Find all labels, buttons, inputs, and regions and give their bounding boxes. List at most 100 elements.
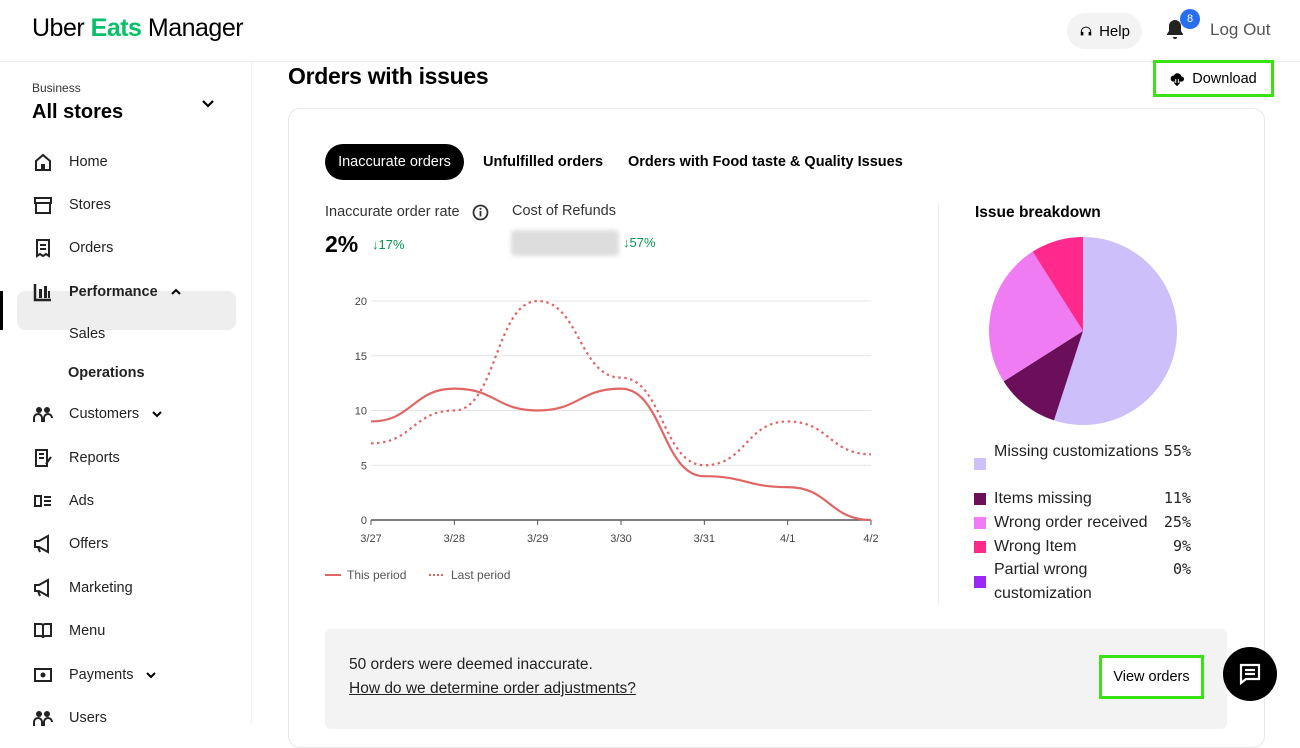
- sidebar-item-ads[interactable]: Ads: [32, 486, 94, 516]
- chevron-down-icon: [152, 411, 162, 418]
- y-tick-label: 0: [361, 515, 367, 527]
- series-line-this-period: [370, 387, 872, 522]
- x-tick-label: 3/30: [610, 533, 631, 545]
- legend-pct: 55%: [1163, 442, 1191, 460]
- sidebar-item-label: Payments: [69, 667, 134, 683]
- sidebar-item-marketing[interactable]: Marketing: [32, 573, 133, 603]
- legend-pct: 9%: [1172, 537, 1191, 555]
- pie-slice-missing-customizations: [1053, 237, 1177, 425]
- notification-badge: 8: [1180, 9, 1200, 29]
- chevron-down-icon: [146, 672, 157, 679]
- line-chart: 0 5 10 15 20 3/27 3/28 3/29 3/30 3/31 4/1 4/2: [355, 296, 879, 545]
- ads-icon: [32, 490, 54, 512]
- sidebar-item-orders[interactable]: Orders: [32, 233, 113, 263]
- sidebar-item-reports[interactable]: Reports: [32, 443, 120, 473]
- cloud-download-icon: [1170, 72, 1185, 86]
- report-icon: [32, 447, 54, 469]
- tab-food-quality-issues[interactable]: Orders with Food taste & Quality Issues: [628, 154, 903, 170]
- sidebar-item-label: Ads: [69, 493, 94, 509]
- chat-button[interactable]: [1223, 647, 1277, 701]
- download-button[interactable]: Download: [1153, 60, 1274, 97]
- inaccurate-rate-label: Inaccurate order rate: [325, 204, 460, 220]
- logo-text-eats: Eats: [90, 14, 142, 42]
- legend-pct: 25%: [1163, 513, 1191, 531]
- sidebar-item-users[interactable]: Users: [32, 703, 107, 733]
- payments-icon: [32, 664, 54, 686]
- help-button[interactable]: Help: [1067, 13, 1142, 49]
- footer-panel: [325, 629, 1227, 729]
- sidebar-item-offers[interactable]: Offers: [32, 529, 108, 559]
- sidebar-item-stores[interactable]: Stores: [32, 190, 111, 220]
- chevron-up-icon: [170, 288, 181, 295]
- pie-slice-items-missing: [1003, 331, 1083, 421]
- sidebar-item-performance[interactable]: Performance: [32, 277, 182, 307]
- sidebar-item-label: Performance: [69, 284, 158, 300]
- y-tick-label: 15: [355, 351, 367, 363]
- refund-cost-label: Cost of Refunds: [512, 203, 616, 219]
- x-tick-label: 3/29: [527, 533, 548, 545]
- series-line-last-period: [370, 299, 872, 467]
- legend-label: Partial wrong customization: [994, 561, 1092, 602]
- legend-label: Wrong Item: [994, 538, 1077, 555]
- legend-swatch: [974, 576, 986, 588]
- inaccurate-count-text: 50 orders were deemed inaccurate.: [349, 656, 593, 673]
- logo-text-manager: Manager: [141, 14, 244, 42]
- download-label: Download: [1192, 70, 1257, 87]
- legend-label: Wrong order received: [994, 514, 1148, 531]
- users-icon: [32, 707, 54, 729]
- chevron-down-icon[interactable]: [200, 96, 216, 112]
- sidebar-item-home[interactable]: Home: [32, 147, 108, 177]
- legend-swatch: [974, 541, 986, 553]
- x-tick-label: 4/1: [780, 533, 795, 545]
- tab-inaccurate-orders[interactable]: Inaccurate orders: [325, 144, 464, 180]
- people-icon: [32, 403, 54, 425]
- x-tick-label: 3/28: [444, 533, 465, 545]
- view-orders-button[interactable]: View orders: [1099, 655, 1204, 699]
- sidebar-item-label: Home: [69, 154, 108, 170]
- book-icon: [32, 620, 54, 642]
- logo-text-uber: Uber: [32, 14, 91, 42]
- sidebar-item-payments[interactable]: Payments: [32, 660, 157, 690]
- sidebar-item-operations[interactable]: Operations: [68, 365, 145, 381]
- y-tick-label: 20: [355, 296, 367, 308]
- legend-pct: 11%: [1163, 489, 1191, 507]
- order-adjustments-link[interactable]: How do we determine order adjustments?: [349, 680, 636, 697]
- page-title: Orders with issues: [288, 63, 489, 89]
- issue-pie-chart: [989, 237, 1177, 425]
- section-divider: [938, 203, 939, 605]
- sidebar-item-label: Menu: [69, 623, 106, 639]
- sidebar-item-menu[interactable]: Menu: [32, 616, 105, 646]
- legend-this-period: This period: [325, 568, 406, 582]
- y-tick-label: 10: [355, 406, 367, 418]
- sidebar-item-label: Reports: [69, 450, 120, 466]
- chat-icon: [1239, 663, 1261, 686]
- sidebar-item-customers[interactable]: Customers: [32, 399, 163, 429]
- x-tick-label: 4/2: [863, 533, 878, 545]
- sidebar-item-sales[interactable]: Sales: [69, 326, 106, 342]
- tab-unfulfilled-orders[interactable]: Unfulfilled orders: [483, 154, 604, 170]
- refund-cost-delta: ↓57%: [623, 235, 656, 250]
- bell-icon[interactable]: [1163, 18, 1187, 42]
- legend-last-period: Last period: [429, 568, 510, 582]
- business-label: Business: [32, 81, 81, 95]
- refund-cost-value-redacted: [511, 230, 619, 256]
- pie-slice-wrong-item: [1032, 237, 1083, 331]
- sidebar-item-label: Marketing: [69, 580, 133, 596]
- help-label: Help: [1099, 22, 1130, 40]
- logout-link[interactable]: Log Out: [1210, 20, 1271, 39]
- legend-solid-swatch: [325, 574, 341, 576]
- sidebar-item-label: Orders: [69, 240, 114, 256]
- business-selector[interactable]: All stores: [32, 101, 124, 123]
- home-icon: [32, 151, 54, 173]
- sidebar-item-label: Users: [69, 710, 107, 726]
- bar-chart-icon: [32, 281, 54, 303]
- sidebar-item-label: Customers: [69, 406, 140, 422]
- info-icon[interactable]: [472, 204, 489, 221]
- uber-eats-manager-logo[interactable]: Uber Eats Manager: [32, 14, 244, 43]
- legend-label: Missing customizations: [994, 443, 1159, 460]
- issue-breakdown-title: Issue breakdown: [975, 204, 1101, 221]
- headset-icon: [1080, 26, 1092, 36]
- inaccurate-rate-value: 2%: [325, 231, 359, 257]
- y-tick-label: 5: [361, 460, 367, 472]
- inaccurate-rate-delta: ↓17%: [372, 237, 405, 252]
